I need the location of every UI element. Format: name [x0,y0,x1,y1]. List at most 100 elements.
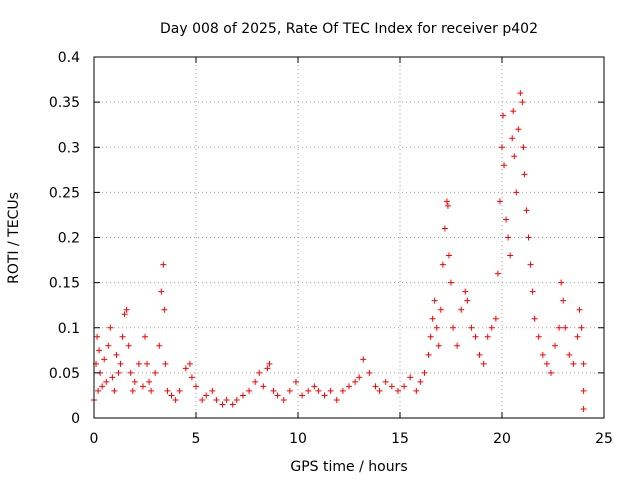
data-point [511,153,518,160]
data-point [115,369,122,376]
data-point [427,333,434,340]
data-point [527,261,534,268]
data-point [264,365,271,372]
data-point [139,383,146,390]
data-point [529,288,536,295]
data-point [580,360,587,367]
data-point [142,333,148,340]
data-point [95,387,102,394]
data-point [260,383,267,390]
data-point [105,342,112,349]
data-point [299,392,306,399]
x-tick-label: 10 [289,431,307,447]
data-point [435,342,442,349]
data-point [292,378,299,385]
data-point [448,279,454,286]
data-point [99,383,106,390]
data-point [162,360,169,367]
data-point [117,360,124,367]
data-point [443,198,450,205]
data-point [131,378,138,385]
data-point [119,333,126,340]
data-point [372,383,379,390]
data-points [91,90,587,412]
data-point [458,306,465,313]
data-point [223,396,230,403]
data-point [570,360,577,367]
data-point [315,387,322,394]
data-point [468,324,475,331]
data-point [574,333,581,340]
data-point [519,99,526,106]
data-point [352,378,359,385]
data-point [109,374,116,381]
x-tick-label: 0 [90,431,99,447]
data-point [305,387,312,394]
data-point [209,387,216,394]
data-point [286,387,293,394]
data-point [552,342,559,349]
data-point [496,198,503,205]
data-point [107,324,114,331]
data-point [507,252,514,259]
data-point [123,306,130,313]
data-point [500,112,507,119]
y-tick-label: 0.15 [49,276,80,292]
data-point [429,315,436,322]
data-point [252,378,259,385]
data-point [158,288,165,295]
data-point [509,135,516,142]
data-point [580,405,587,412]
data-point [510,108,517,115]
data-point [160,261,167,268]
data-point [580,387,587,394]
data-point [462,288,469,295]
data-point [346,383,352,390]
data-point [203,392,210,399]
data-point [103,378,110,385]
y-tick-label: 0.1 [58,321,80,337]
data-point [266,360,273,367]
data-point [484,333,491,340]
data-point [417,378,424,385]
data-point [525,234,532,241]
data-point [521,171,528,178]
data-point [494,270,501,277]
data-point [219,401,226,408]
data-point [488,324,495,331]
data-point [382,378,389,385]
data-point [515,126,522,133]
data-point [280,396,287,403]
data-point [517,90,524,97]
data-point [161,306,168,313]
data-point [233,396,240,403]
plot-frame [93,56,605,419]
data-point [229,401,236,408]
data-point [186,360,193,367]
data-point [394,387,401,394]
y-tick-label: 0.35 [49,95,80,111]
data-point [156,342,163,349]
data-point [144,360,151,367]
x-tick-label: 25 [595,431,613,447]
data-point [176,387,183,394]
data-point [492,315,499,322]
data-point [576,306,583,313]
data-point [472,333,479,340]
x-axis-label: GPS time / hours [290,459,407,475]
data-point [121,311,128,318]
data-point [366,369,373,376]
data-point [182,365,189,372]
data-point [431,297,438,304]
data-point [239,392,246,399]
data-point [356,374,363,381]
x-tick-label: 20 [493,431,511,447]
data-point [558,279,565,286]
axis-ticks: 0 5 10 15 20 25 0 0.05 0.1 0.15 0.2 0.25 0.3 0.35 0.4 [49,50,613,447]
data-point [503,216,510,223]
data-point [501,162,508,169]
y-tick-label: 0.3 [58,140,80,156]
data-point [421,369,428,376]
data-point [113,351,120,358]
